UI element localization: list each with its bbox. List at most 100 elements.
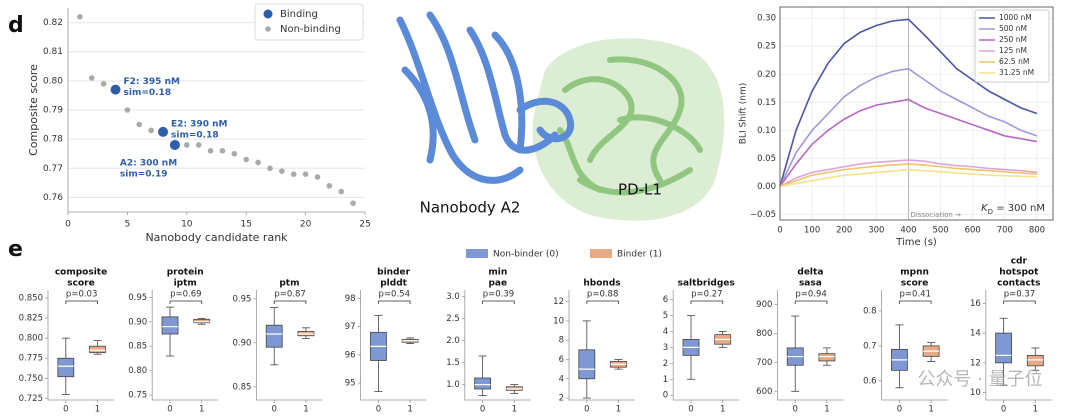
y-tick-label: 0.25 (757, 42, 776, 52)
box (818, 353, 836, 362)
chart-title: sasa (799, 279, 822, 289)
y-tick-label: 5 (663, 311, 668, 321)
y-tick-label: 0.00 (757, 182, 776, 192)
x-axis-label: Nanobody candidate rank (145, 231, 288, 244)
x-tick-label: 0 (65, 220, 71, 230)
line (779, 159, 1038, 188)
box (57, 357, 75, 378)
y-tick-label: 0.85 (232, 382, 251, 392)
x-tick-label: 0 (777, 226, 782, 236)
y-tick-label: 0.78 (43, 135, 63, 145)
y-tick-label: 12 (970, 358, 981, 368)
axis-line (881, 290, 948, 401)
legend-box (974, 9, 1050, 83)
point (158, 126, 169, 137)
y-tick-label: 0.850 (19, 294, 43, 304)
x-tick-label: 100 (804, 226, 820, 236)
x-tick-label: 0 (897, 405, 902, 415)
x-tick-label: 500 (932, 226, 948, 236)
x-tick-label: 300 (868, 226, 884, 236)
axis-line (672, 290, 740, 401)
y-tick-label: 0.81 (43, 47, 63, 57)
box (193, 318, 211, 324)
annotation: sim=0.19 (120, 169, 168, 179)
p-value: p=0.03 (66, 290, 97, 300)
x-tick-label: 20 (300, 220, 312, 230)
line (779, 18, 1038, 187)
axis-line (985, 290, 1052, 401)
line (779, 168, 1037, 188)
y-tick-label: 1.0 (446, 380, 460, 390)
y-tick-label: 0 (663, 391, 668, 401)
point (255, 159, 261, 166)
annotation: KD = 300 nM (981, 203, 1045, 216)
annotation: sim=0.18 (171, 130, 219, 140)
y-tick-label: 0.77 (43, 164, 63, 174)
y-tick-label: 0.15 (757, 98, 776, 108)
axis-line (151, 290, 219, 401)
point (243, 156, 249, 163)
y-axis-label: Composite score (27, 64, 40, 156)
chart-title: hotspot (999, 268, 1039, 278)
x-tick-label: 1 (616, 405, 621, 415)
y-tick-label: 600 (756, 387, 772, 397)
chart-title: ptm (279, 279, 299, 289)
p-bracket (794, 300, 828, 304)
legend-label: Binder (1) (617, 250, 662, 260)
legend-box (254, 3, 364, 41)
x-tick-label: 25 (359, 220, 370, 230)
y-tick-label: 0.7 (863, 341, 877, 351)
legend-marker (265, 26, 271, 32)
point (231, 150, 238, 157)
point (88, 75, 95, 81)
point (267, 165, 273, 172)
x-tick-label: 0 (688, 405, 693, 415)
legend-label: 1000 nM (999, 13, 1032, 22)
y-tick-label: 6 (559, 355, 564, 365)
x-tick-label: 200 (836, 226, 852, 236)
legend-label: 62.5 nM (999, 57, 1029, 66)
p-value: p=0.69 (170, 290, 201, 300)
box (265, 324, 283, 348)
chart-title: delta (797, 268, 823, 278)
x-tick-label: 0 (584, 405, 589, 415)
chart-title: plddt (380, 279, 407, 289)
y-tick-label: 800 (756, 329, 772, 339)
x-tick-label: 0 (793, 405, 798, 415)
p-bracket (1003, 300, 1036, 304)
x-tick-label: 1 (512, 405, 517, 415)
y-tick-label: 0.725 (19, 394, 43, 404)
y-tick-label: 0.75 (128, 391, 147, 401)
x-tick-label: 15 (240, 220, 251, 230)
y-tick-label: 10 (970, 388, 981, 398)
annotation-part: D (988, 208, 993, 216)
point (184, 142, 190, 148)
point (124, 107, 131, 113)
y-tick-label: 0.825 (19, 314, 43, 324)
y-tick-label: 1 (663, 375, 668, 385)
point (110, 84, 121, 95)
point (219, 148, 226, 154)
legend-label: Binding (280, 9, 318, 20)
y-tick-label: 97 (345, 322, 356, 332)
y-tick-label: 6 (663, 295, 668, 305)
point (350, 200, 356, 207)
y-tick-label: 0.95 (232, 294, 251, 304)
point (100, 80, 107, 87)
point (326, 182, 333, 189)
y-tick-label: 95 (345, 379, 356, 389)
y-tick-label: 0.30 (757, 14, 776, 24)
x-tick-label: 1 (303, 405, 308, 415)
annotation: sim=0.18 (124, 88, 172, 98)
x-tick-label: 5 (125, 220, 131, 230)
chart-title: iptm (174, 279, 197, 289)
y-tick-label: 0.775 (19, 354, 43, 364)
axis-line (464, 290, 531, 401)
p-bracket (482, 300, 515, 304)
p-value: p=0.27 (691, 290, 722, 300)
chart-title: hbonds (583, 279, 620, 289)
axis-line (47, 290, 114, 401)
y-tick-label: 4 (559, 374, 564, 384)
line (779, 163, 1037, 188)
